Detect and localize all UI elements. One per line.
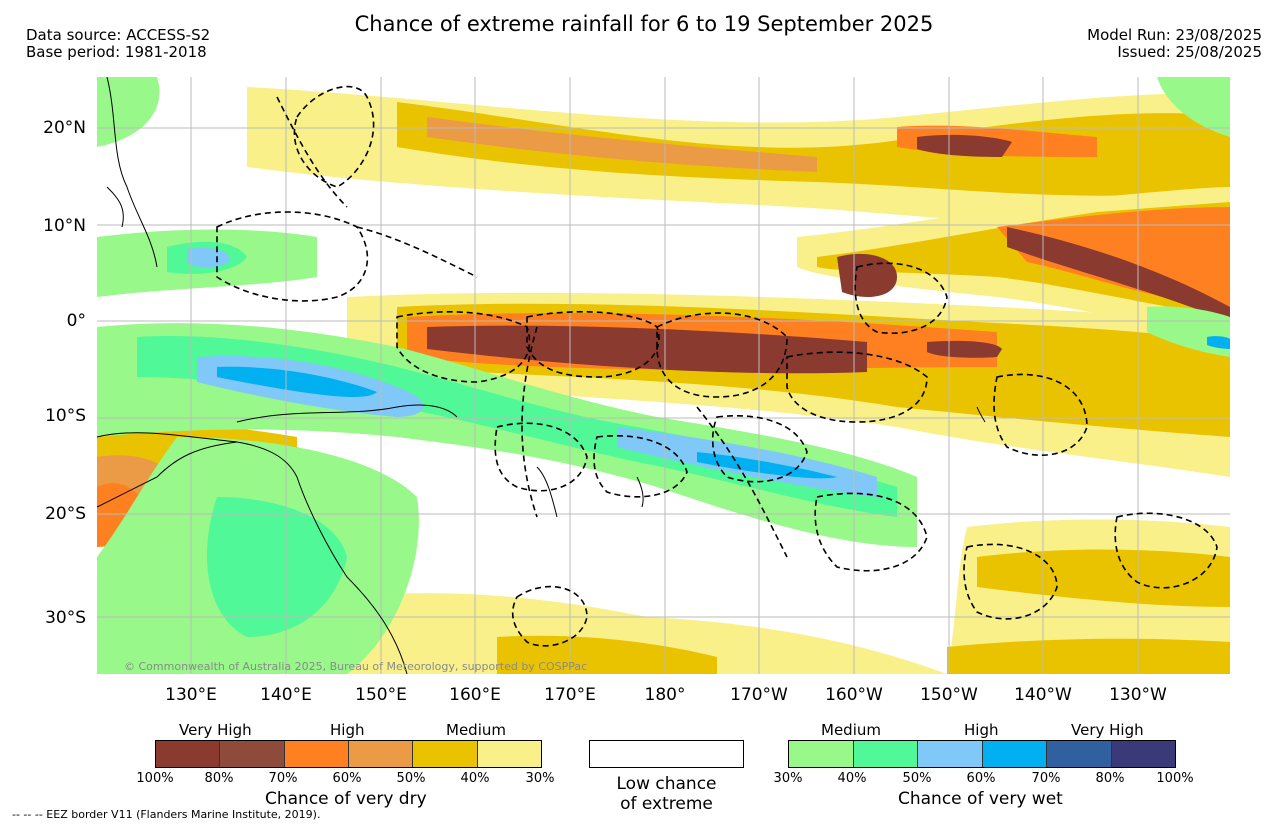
lat-label-20n: 20°N	[43, 118, 86, 138]
wet-swatch-4	[982, 741, 1047, 767]
wet-tick-50: 50%	[902, 771, 932, 786]
graticule	[97, 77, 1230, 674]
dry-tick-40: 40%	[460, 771, 490, 786]
dry-tick-80: 80%	[204, 771, 234, 786]
lon-label-130w: 130°W	[1109, 685, 1167, 705]
lon-label-140w: 140°W	[1014, 685, 1072, 705]
lat-label-30s: 30°S	[45, 608, 86, 628]
dry-category-medium: Medium	[446, 721, 506, 739]
dry-swatch-5	[413, 741, 478, 767]
lon-label-150w: 150°W	[920, 685, 978, 705]
wet-shading	[97, 77, 1230, 674]
wet-tick-30: 30%	[773, 771, 803, 786]
wet-category-medium: Medium	[821, 721, 881, 739]
wet-swatch-1	[789, 741, 854, 767]
map-title: Chance of extreme rainfall for 6 to 19 S…	[354, 12, 934, 36]
lon-label-160e: 160°E	[449, 685, 501, 705]
data-source-label: Data source: ACCESS-S2	[26, 26, 211, 44]
wet-colorbar	[788, 740, 1176, 768]
wet-swatch-3	[918, 741, 983, 767]
dry-tick-70: 70%	[268, 771, 298, 786]
wet-category-very-high: Very High	[1071, 721, 1144, 739]
lat-label-10n: 10°N	[43, 216, 86, 236]
lon-label-160w: 160°W	[825, 685, 883, 705]
low-chance-line2: of extreme	[620, 794, 713, 814]
wet-tick-100: 100%	[1156, 771, 1194, 786]
low-chance-caption: Low chance of extreme	[589, 774, 744, 814]
dry-tick-60: 60%	[332, 771, 362, 786]
rainfall-map	[97, 77, 1230, 674]
dry-swatch-3	[284, 741, 349, 767]
wet-tick-40: 40%	[837, 771, 867, 786]
eez-borders	[216, 85, 1218, 647]
base-period-label: Base period: 1981-2018	[26, 43, 207, 61]
lat-label-10s: 10°S	[45, 406, 86, 426]
run-info: Model Run: 23/08/2025 Issued: 25/08/2025	[1087, 27, 1262, 61]
dry-swatch-2	[220, 741, 285, 767]
lon-label-170w: 170°W	[730, 685, 788, 705]
data-info: Data source: ACCESS-S2 Base period: 1981…	[26, 27, 210, 61]
lon-label-130e: 130°E	[165, 685, 217, 705]
lon-label-140e: 140°E	[260, 685, 312, 705]
dry-swatch-6	[477, 741, 541, 767]
eez-footnote: -- -- -- EEZ border V11 (Flanders Marine…	[12, 808, 321, 821]
wet-tick-60: 60%	[966, 771, 996, 786]
lon-label-150e: 150°E	[355, 685, 407, 705]
coastlines	[97, 77, 986, 674]
dry-colorbar	[155, 740, 542, 768]
wet-swatch-2	[853, 741, 918, 767]
dry-tick-30: 30%	[525, 771, 555, 786]
wet-tick-70: 70%	[1031, 771, 1061, 786]
low-chance-swatch	[589, 740, 744, 768]
lon-label-170e: 170°E	[544, 685, 596, 705]
wet-swatch-6	[1111, 741, 1175, 767]
low-chance-line1: Low chance	[616, 774, 717, 794]
wet-tick-80: 80%	[1095, 771, 1125, 786]
issued-label: Issued: 25/08/2025	[1117, 43, 1262, 61]
dry-swatch-1	[156, 741, 221, 767]
wet-category-high: High	[964, 721, 999, 739]
copyright-note: © Commonwealth of Australia 2025, Bureau…	[124, 660, 588, 673]
dry-swatch-4	[348, 741, 414, 767]
lat-label-20s: 20°S	[45, 504, 86, 524]
dry-category-high: High	[330, 721, 365, 739]
dry-category-very-high: Very High	[179, 721, 252, 739]
dry-tick-50: 50%	[396, 771, 426, 786]
lat-label-0: 0°	[66, 311, 86, 331]
wet-swatch-5	[1047, 741, 1112, 767]
wet-caption: Chance of very wet	[898, 789, 1063, 809]
model-run-label: Model Run: 23/08/2025	[1087, 26, 1262, 44]
dry-caption: Chance of very dry	[265, 789, 427, 809]
lon-label-180: 180°	[644, 685, 686, 705]
dry-tick-100: 100%	[136, 771, 174, 786]
